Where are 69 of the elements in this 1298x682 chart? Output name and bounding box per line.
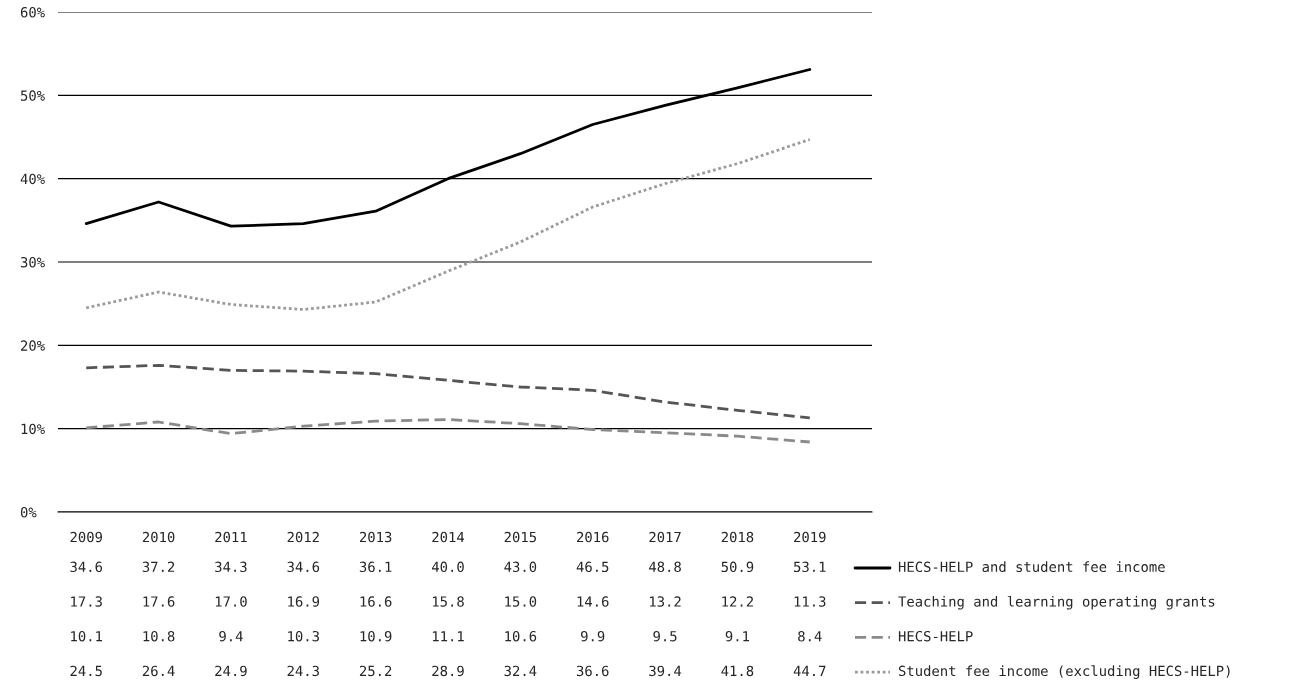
data-label: 24.3 — [287, 665, 319, 677]
line-series — [84, 363, 812, 420]
data-label: 25.2 — [359, 665, 392, 677]
data-label: 24.9 — [215, 665, 247, 677]
data-label: 17.6 — [143, 596, 175, 607]
data-label: 44.7 — [793, 665, 826, 676]
data-label: 53.1 — [794, 561, 826, 573]
data-label: 50.9 — [721, 561, 754, 573]
legend-label: HECS-HELP and student fee income — [898, 561, 1165, 573]
data-label: 10.9 — [360, 630, 392, 642]
x-tick-label: 2016 — [577, 531, 609, 543]
x-tick-label: 2014 — [432, 531, 465, 543]
data-label: 41.8 — [721, 665, 754, 677]
data-label: 9.1 — [725, 630, 750, 642]
data-label: 24.5 — [70, 665, 102, 677]
data-label: 10.6 — [505, 630, 537, 642]
data-label: 15.8 — [432, 596, 464, 607]
legend-label: Teaching and learning operating grants — [898, 595, 1215, 610]
data-label: 48.8 — [649, 561, 681, 573]
data-label: 9.5 — [653, 630, 677, 642]
x-tick-label: 2019 — [794, 531, 826, 543]
data-label: 14.6 — [577, 596, 609, 607]
x-tick-label: 2011 — [215, 531, 247, 543]
data-label: 13.2 — [650, 596, 681, 607]
data-label: 10.1 — [71, 630, 102, 642]
data-label: 11.1 — [432, 631, 464, 642]
x-tick-label: 2010 — [142, 531, 175, 543]
y-tick-label: 10% — [21, 423, 45, 435]
legend-label: Student fee income (excluding HECS-HELP) — [898, 665, 1230, 679]
data-label: 15.0 — [505, 596, 537, 607]
data-label: 34.6 — [70, 561, 103, 573]
line-series — [84, 138, 812, 311]
x-tick-label: 2017 — [649, 531, 681, 543]
data-label: 34.3 — [215, 561, 247, 573]
y-tick-label: 20% — [21, 340, 45, 351]
legend-label: HECS-HELP — [898, 630, 973, 642]
data-label: 34.6 — [287, 561, 320, 573]
data-label: 10.3 — [288, 630, 319, 642]
data-label: 28.9 — [432, 665, 464, 677]
data-label: 46.5 — [576, 561, 609, 573]
data-label: 17.0 — [215, 596, 247, 607]
data-label: 11.3 — [794, 596, 826, 607]
data-label: 12.2 — [722, 596, 753, 607]
data-label: 9.4 — [219, 630, 243, 642]
data-label: 9.9 — [581, 630, 605, 642]
data-label: 32.4 — [504, 665, 537, 677]
data-label: 10.8 — [143, 630, 175, 642]
data-label: 17.3 — [71, 596, 102, 607]
line-series — [84, 418, 812, 444]
y-tick-label: 50% — [20, 90, 45, 101]
data-label: 40.0 — [431, 561, 464, 573]
data-label: 43.0 — [504, 561, 537, 573]
x-tick-label: 2015 — [504, 531, 536, 543]
y-tick-label: 40% — [20, 173, 45, 185]
x-tick-label: 2012 — [287, 531, 319, 543]
x-tick-label: 2009 — [70, 531, 102, 543]
y-tick-label: 0% — [20, 507, 37, 518]
x-tick-label: 2018 — [721, 531, 754, 543]
data-label: 39.4 — [649, 665, 682, 677]
data-label: 16.9 — [288, 596, 320, 607]
data-label: 37.2 — [142, 561, 175, 573]
data-label: 16.6 — [360, 596, 392, 607]
data-label: 36.6 — [576, 665, 609, 677]
x-tick-label: 2013 — [359, 531, 392, 543]
y-tick-label: 60% — [20, 7, 45, 18]
y-tick-label: 30% — [20, 257, 45, 268]
data-label: 8.4 — [798, 630, 822, 642]
data-label: 26.4 — [142, 665, 175, 677]
data-label: 36.1 — [359, 561, 392, 573]
